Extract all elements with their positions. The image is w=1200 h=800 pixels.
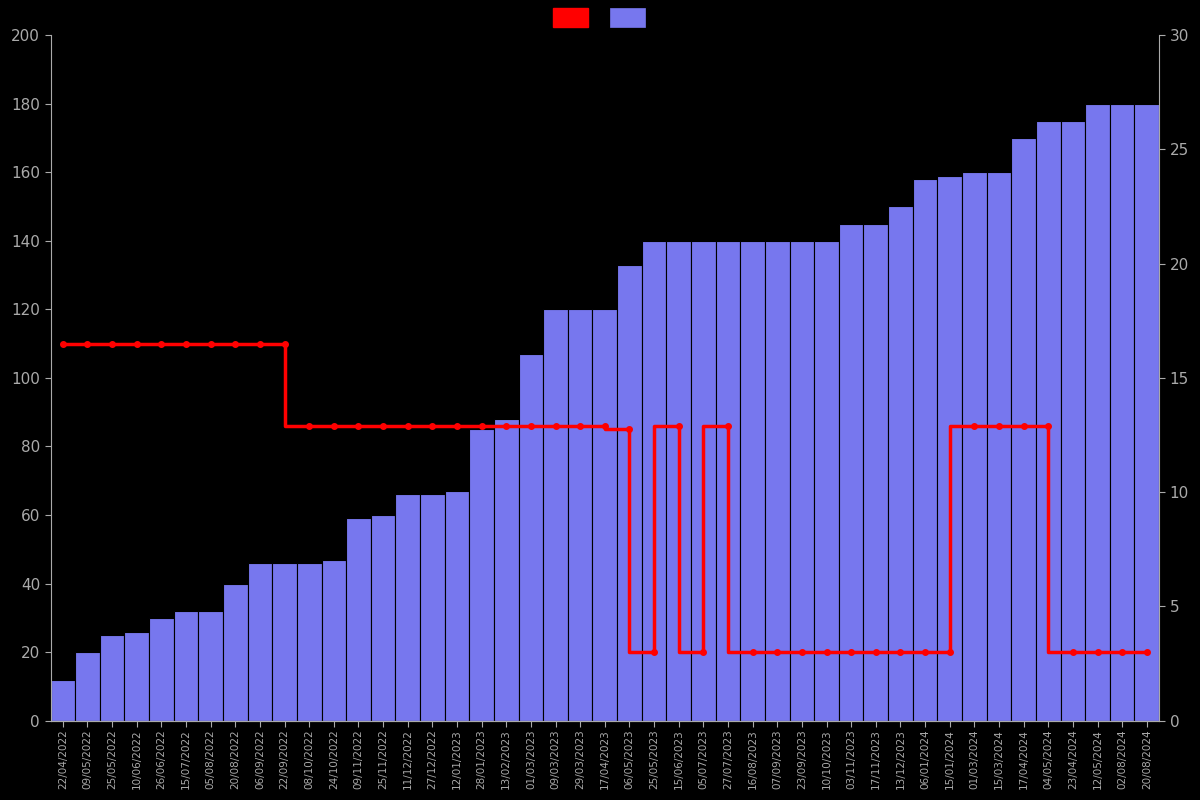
Bar bbox=[1085, 103, 1110, 721]
Bar bbox=[50, 679, 76, 721]
Bar bbox=[962, 172, 986, 721]
Bar bbox=[100, 635, 125, 721]
Bar bbox=[568, 310, 593, 721]
Bar bbox=[790, 241, 815, 721]
Bar bbox=[617, 265, 642, 721]
Bar bbox=[469, 430, 494, 721]
Bar bbox=[815, 241, 839, 721]
Bar bbox=[715, 241, 740, 721]
Bar bbox=[296, 563, 322, 721]
Bar bbox=[864, 223, 888, 721]
Bar bbox=[986, 172, 1012, 721]
Bar bbox=[272, 563, 296, 721]
Legend: , : , bbox=[553, 8, 656, 27]
Bar bbox=[1012, 138, 1036, 721]
Bar bbox=[642, 241, 666, 721]
Bar bbox=[740, 241, 764, 721]
Bar bbox=[76, 652, 100, 721]
Bar bbox=[544, 310, 568, 721]
Bar bbox=[888, 206, 913, 721]
Bar bbox=[1036, 121, 1061, 721]
Bar bbox=[593, 310, 617, 721]
Bar bbox=[346, 518, 371, 721]
Bar bbox=[149, 618, 174, 721]
Bar bbox=[396, 494, 420, 721]
Bar bbox=[937, 175, 962, 721]
Bar bbox=[1110, 103, 1134, 721]
Bar bbox=[198, 611, 223, 721]
Bar bbox=[420, 494, 445, 721]
Bar bbox=[691, 241, 715, 721]
Bar bbox=[125, 631, 149, 721]
Bar bbox=[1134, 103, 1159, 721]
Bar bbox=[1061, 121, 1085, 721]
Bar bbox=[247, 563, 272, 721]
Bar bbox=[518, 354, 544, 721]
Bar bbox=[174, 611, 198, 721]
Bar bbox=[445, 491, 469, 721]
Bar bbox=[839, 223, 864, 721]
Bar bbox=[764, 241, 790, 721]
Bar bbox=[371, 515, 396, 721]
Bar bbox=[666, 241, 691, 721]
Bar bbox=[322, 559, 346, 721]
Bar bbox=[494, 419, 518, 721]
Bar bbox=[223, 583, 247, 721]
Bar bbox=[913, 179, 937, 721]
